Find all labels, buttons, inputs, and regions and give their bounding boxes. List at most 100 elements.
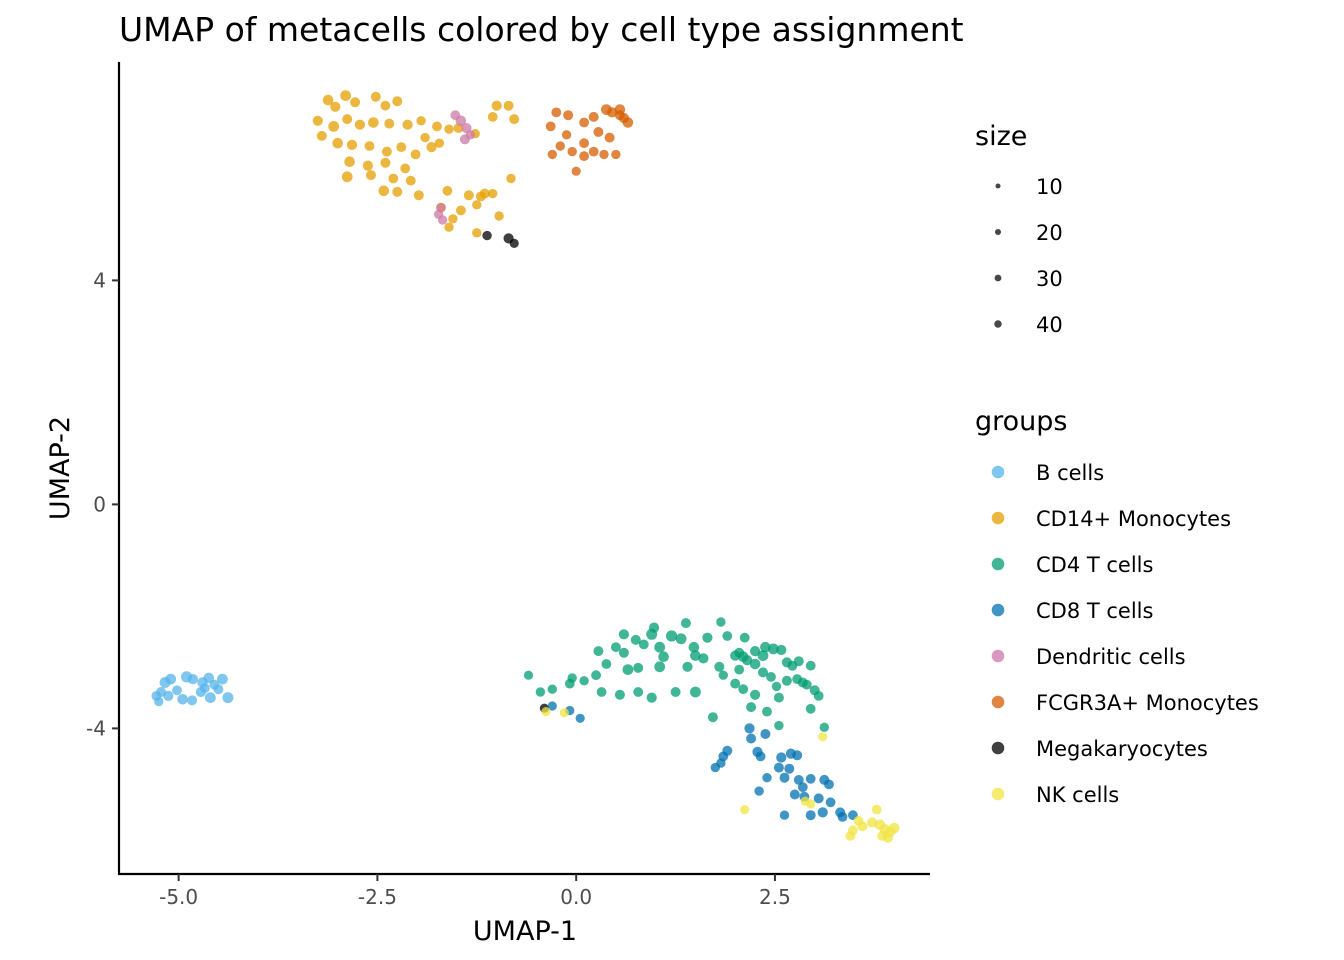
data-point xyxy=(800,796,810,806)
data-point xyxy=(888,822,900,834)
data-point xyxy=(882,832,894,843)
data-point xyxy=(545,121,556,132)
data-point xyxy=(718,670,728,680)
groups-legend-label: CD4 T cells xyxy=(1036,553,1153,577)
data-point xyxy=(739,632,750,643)
data-point xyxy=(551,107,562,118)
data-point xyxy=(824,779,834,790)
data-point xyxy=(698,653,709,664)
groups-legend-label: FCGR3A+ Monocytes xyxy=(1036,691,1259,715)
data-point xyxy=(604,132,615,143)
data-point xyxy=(187,674,198,685)
data-point xyxy=(187,695,198,706)
data-point xyxy=(579,676,589,686)
data-point xyxy=(346,139,358,150)
data-point xyxy=(523,670,534,680)
data-point xyxy=(593,127,604,137)
data-point xyxy=(472,228,482,238)
data-point xyxy=(163,690,174,702)
groups-legend-label: B cells xyxy=(1036,461,1104,485)
data-point xyxy=(781,675,792,686)
series-fcgr3a-monocytes xyxy=(545,104,634,176)
data-point xyxy=(366,170,376,181)
data-point xyxy=(456,205,466,216)
size-legend-label: 40 xyxy=(1036,313,1063,337)
data-point xyxy=(342,114,353,125)
data-point xyxy=(730,678,741,689)
data-point xyxy=(416,116,426,126)
data-point xyxy=(760,641,771,653)
data-point xyxy=(749,658,761,670)
data-point xyxy=(482,230,492,241)
data-point xyxy=(690,686,701,698)
data-point xyxy=(559,708,569,718)
data-point xyxy=(341,171,353,183)
data-point xyxy=(776,752,787,763)
data-point xyxy=(450,110,461,121)
data-point xyxy=(762,773,772,783)
data-point xyxy=(622,664,634,675)
data-point xyxy=(503,100,514,111)
data-point xyxy=(172,685,182,696)
data-point xyxy=(509,114,520,125)
data-point xyxy=(177,694,188,705)
data-point xyxy=(437,215,448,225)
data-point xyxy=(575,713,585,723)
data-point xyxy=(541,707,551,717)
data-point xyxy=(203,672,215,684)
x-axis-title: UMAP-1 xyxy=(473,916,577,947)
data-point xyxy=(316,130,327,141)
data-point xyxy=(591,670,601,681)
data-point xyxy=(771,681,782,692)
data-point xyxy=(400,163,411,174)
data-point xyxy=(547,149,557,160)
data-point xyxy=(380,157,391,168)
data-point xyxy=(754,786,764,796)
data-point xyxy=(213,684,224,695)
data-point xyxy=(742,655,753,666)
size-legend-key xyxy=(994,274,1002,282)
data-point xyxy=(654,641,666,653)
data-point xyxy=(805,810,816,821)
data-point xyxy=(734,647,745,658)
data-point xyxy=(392,96,403,107)
data-point xyxy=(734,664,745,675)
data-point xyxy=(388,173,399,184)
data-point xyxy=(646,692,657,703)
data-point xyxy=(547,701,557,711)
data-point xyxy=(564,678,575,689)
data-point xyxy=(547,684,557,694)
groups-legend-key xyxy=(991,649,1005,663)
data-point xyxy=(682,661,693,672)
data-point xyxy=(344,156,355,167)
data-point xyxy=(654,661,666,673)
x-tick-label: 0.0 xyxy=(560,885,592,909)
data-point xyxy=(750,646,761,657)
data-point xyxy=(354,119,365,130)
data-point xyxy=(370,91,381,102)
y-axis-ticks: 4 0 -4 xyxy=(86,268,119,740)
points-layer xyxy=(151,90,900,843)
chart-title: UMAP of metacells colored by cell type a… xyxy=(119,10,964,49)
data-point xyxy=(488,188,498,199)
data-point xyxy=(222,692,234,704)
data-point xyxy=(509,238,519,248)
data-point xyxy=(837,812,848,822)
data-point xyxy=(618,647,629,658)
groups-legend-label: Dendritic cells xyxy=(1036,645,1186,669)
data-point xyxy=(420,132,430,143)
size-legend-label: 30 xyxy=(1036,267,1063,291)
series-nk-cells xyxy=(541,707,900,843)
data-point xyxy=(805,660,816,671)
data-point xyxy=(738,684,749,695)
data-point xyxy=(442,185,453,196)
size-legend-label: 10 xyxy=(1036,175,1063,199)
data-point xyxy=(658,651,669,662)
data-point xyxy=(378,185,390,197)
data-point xyxy=(789,789,800,800)
size-legend-key xyxy=(994,320,1002,328)
data-point xyxy=(200,683,210,693)
data-point xyxy=(666,630,678,642)
groups-legend-key xyxy=(991,787,1005,801)
